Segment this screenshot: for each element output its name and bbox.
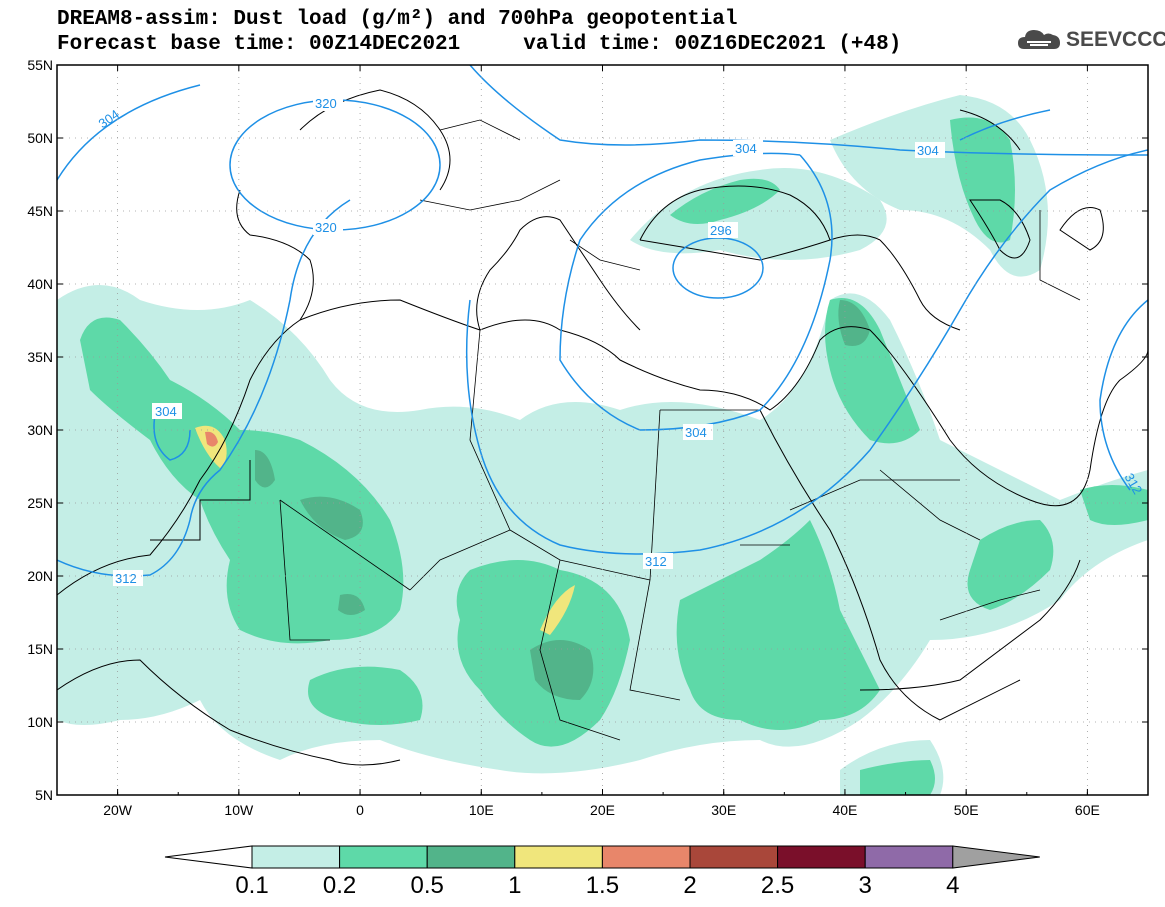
colorbar-swatch (777, 845, 866, 869)
lon-tick-label: 10W (224, 802, 254, 818)
colorbar-swatch (689, 845, 779, 869)
contour-label: 304 (685, 425, 707, 440)
colorbar-lower-arrow (164, 845, 253, 869)
lon-tick-label: 10E (469, 802, 494, 818)
colorbar-swatch (339, 845, 428, 869)
colorbar-swatch (864, 845, 954, 869)
lon-tick-label: 60E (1075, 802, 1100, 818)
contour-label: 312 (115, 571, 137, 586)
latitude-axis: 55N 50N 45N 40N 35N 30N 25N 20N 15N 10N 5N (27, 57, 1148, 803)
colorbar-label: 1.5 (586, 872, 619, 899)
map-title: DREAM8-assim: Dust load (g/m²) and 700hP… (57, 8, 738, 31)
colorbar-label: 4 (946, 872, 959, 899)
colorbar-label: 3 (859, 872, 872, 899)
contour-label: 296 (710, 223, 732, 238)
colorbar-upper-arrow (952, 845, 1040, 869)
contour-label: 320 (315, 220, 337, 235)
colorbar-label: 0.2 (323, 872, 356, 899)
lat-tick-label: 40N (27, 276, 53, 292)
lat-tick-label: 20N (27, 568, 53, 584)
contour-label: 304 (96, 106, 122, 131)
colorbar-swatch (426, 845, 516, 869)
lat-tick-label: 55N (27, 57, 53, 73)
logo-text: SEEVCCC (1066, 28, 1165, 51)
contour-label: 312 (645, 554, 667, 569)
colorbar-swatch (251, 845, 341, 869)
contour-label: 304 (155, 404, 177, 419)
lat-tick-label: 30N (27, 422, 53, 438)
colorbar-swatch (514, 845, 603, 869)
longitude-axis: 20W 10W 0 10E 20E 30E 40E 50E 60E (56, 65, 1149, 818)
coastlines (57, 89, 1148, 766)
dust-load-layer (57, 95, 1148, 795)
lat-tick-label: 45N (27, 203, 53, 219)
lat-tick-label: 50N (27, 130, 53, 146)
lon-tick-label: 50E (954, 802, 979, 818)
colorbar-label: 2.5 (761, 872, 794, 899)
contour-label: 304 (735, 141, 757, 156)
lat-tick-label: 35N (27, 349, 53, 365)
colorbar-swatch (601, 845, 691, 869)
cloud-icon (1018, 30, 1060, 49)
lon-tick-label: 0 (356, 802, 364, 818)
colorbar-label: 0.1 (235, 872, 268, 899)
lat-tick-label: 10N (27, 714, 53, 730)
contour-label: 320 (315, 96, 337, 111)
colorbar-label: 0.5 (411, 872, 444, 899)
seevccc-logo: SEEVCCC (1018, 27, 1165, 53)
contour-labels: 320 320 304 304 304 296 304 304 312 312 … (96, 95, 1145, 586)
lon-tick-label: 20W (103, 802, 133, 818)
lat-tick-label: 5N (35, 787, 53, 803)
colorbar-label: 2 (683, 872, 696, 899)
lat-tick-label: 25N (27, 495, 53, 511)
lat-tick-label: 15N (27, 641, 53, 657)
colorbar: 0.1 0.2 0.5 1 1.5 2 2.5 3 4 (164, 845, 1040, 899)
lon-tick-label: 30E (711, 802, 736, 818)
lon-tick-label: 20E (590, 802, 615, 818)
forecast-time-line: Forecast base time: 00Z14DEC2021 valid t… (57, 33, 902, 56)
contour-label: 304 (917, 143, 939, 158)
country-borders (279, 119, 1081, 741)
colorbar-label: 1 (508, 872, 521, 899)
lon-tick-label: 40E (832, 802, 857, 818)
